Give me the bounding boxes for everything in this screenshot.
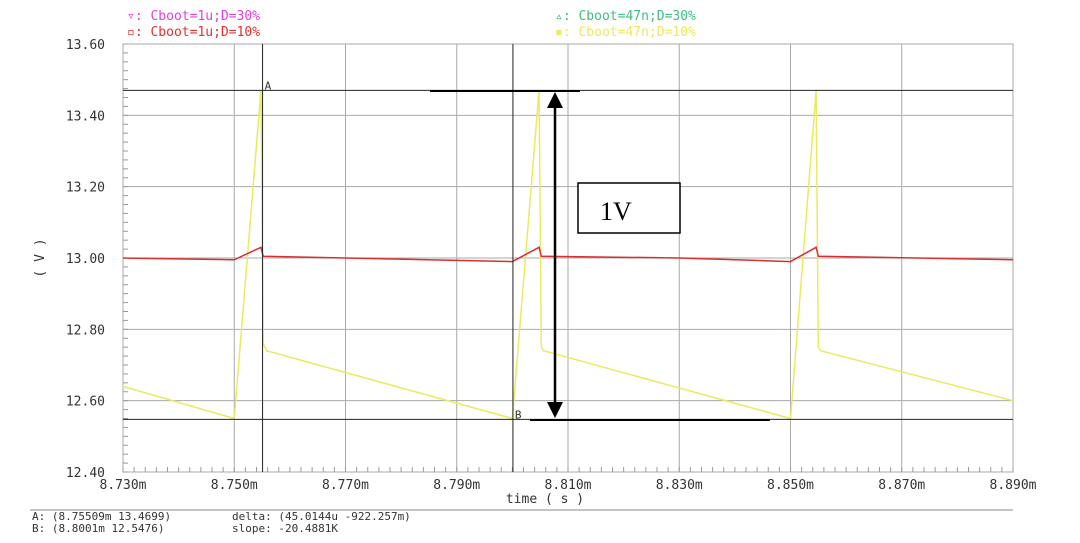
x-tick-label: 8.890m (990, 478, 1037, 493)
cursor-a-readout: A: (8.75509m 13.4699) (32, 510, 171, 523)
annotation-text: 1V (600, 197, 632, 226)
delta-readout: delta: (45.0144u -922.257m) (232, 510, 411, 523)
y-tick-label: 13.20 (66, 181, 105, 196)
cursor-b-readout: B: (8.8001m 12.5476) (32, 522, 164, 535)
series-line (122, 246, 1014, 263)
x-tick-label: 8.750m (211, 478, 258, 493)
x-tick-label: 8.870m (878, 478, 925, 493)
axis-ticks: 8.730m 8.750m 8.770m 8.790m 8.810m 8.830m 8.85… (66, 38, 1037, 493)
y-tick-label: 12.80 (66, 323, 105, 338)
legend-item: ▪: Cboot=47n;D=10% (555, 25, 696, 40)
legend: ▿: Cboot=1u;D=30%▫: Cboot=1u;D=10% ▵: Cbo… (127, 9, 696, 40)
x-tick-label: 8.770m (322, 478, 369, 493)
series-group (122, 90, 1014, 420)
slope-readout: slope: -20.4881K (232, 522, 338, 535)
y-tick-label: 13.00 (66, 252, 105, 267)
y-tick-label: 13.40 (66, 109, 105, 124)
x-tick-label: 8.790m (433, 478, 480, 493)
x-axis-label: time ( s ) (506, 492, 584, 507)
legend-item: ▫: Cboot=1u;D=10% (127, 25, 260, 40)
cursor-label: A (265, 79, 272, 92)
y-tick-label: 12.60 (66, 395, 105, 410)
legend-item: ▿: Cboot=1u;D=30% (127, 9, 260, 24)
cursor-label: B (515, 408, 522, 421)
annotation-box (577, 182, 681, 234)
y-tick-label: 13.60 (66, 38, 105, 53)
x-tick-label: 8.730m (100, 478, 147, 493)
x-tick-label: 8.830m (656, 478, 703, 493)
arrow-up-icon (547, 92, 563, 108)
series-line (122, 90, 1014, 420)
arrow-down-icon (547, 402, 563, 418)
delta-annotation: 1V (430, 90, 770, 421)
legend-item: ▵: Cboot=47n;D=30% (555, 9, 696, 24)
x-tick-label: 8.810m (545, 478, 592, 493)
y-axis-label: ( V ) (33, 238, 48, 277)
y-tick-label: 12.40 (66, 466, 105, 481)
x-tick-label: 8.850m (767, 478, 814, 493)
